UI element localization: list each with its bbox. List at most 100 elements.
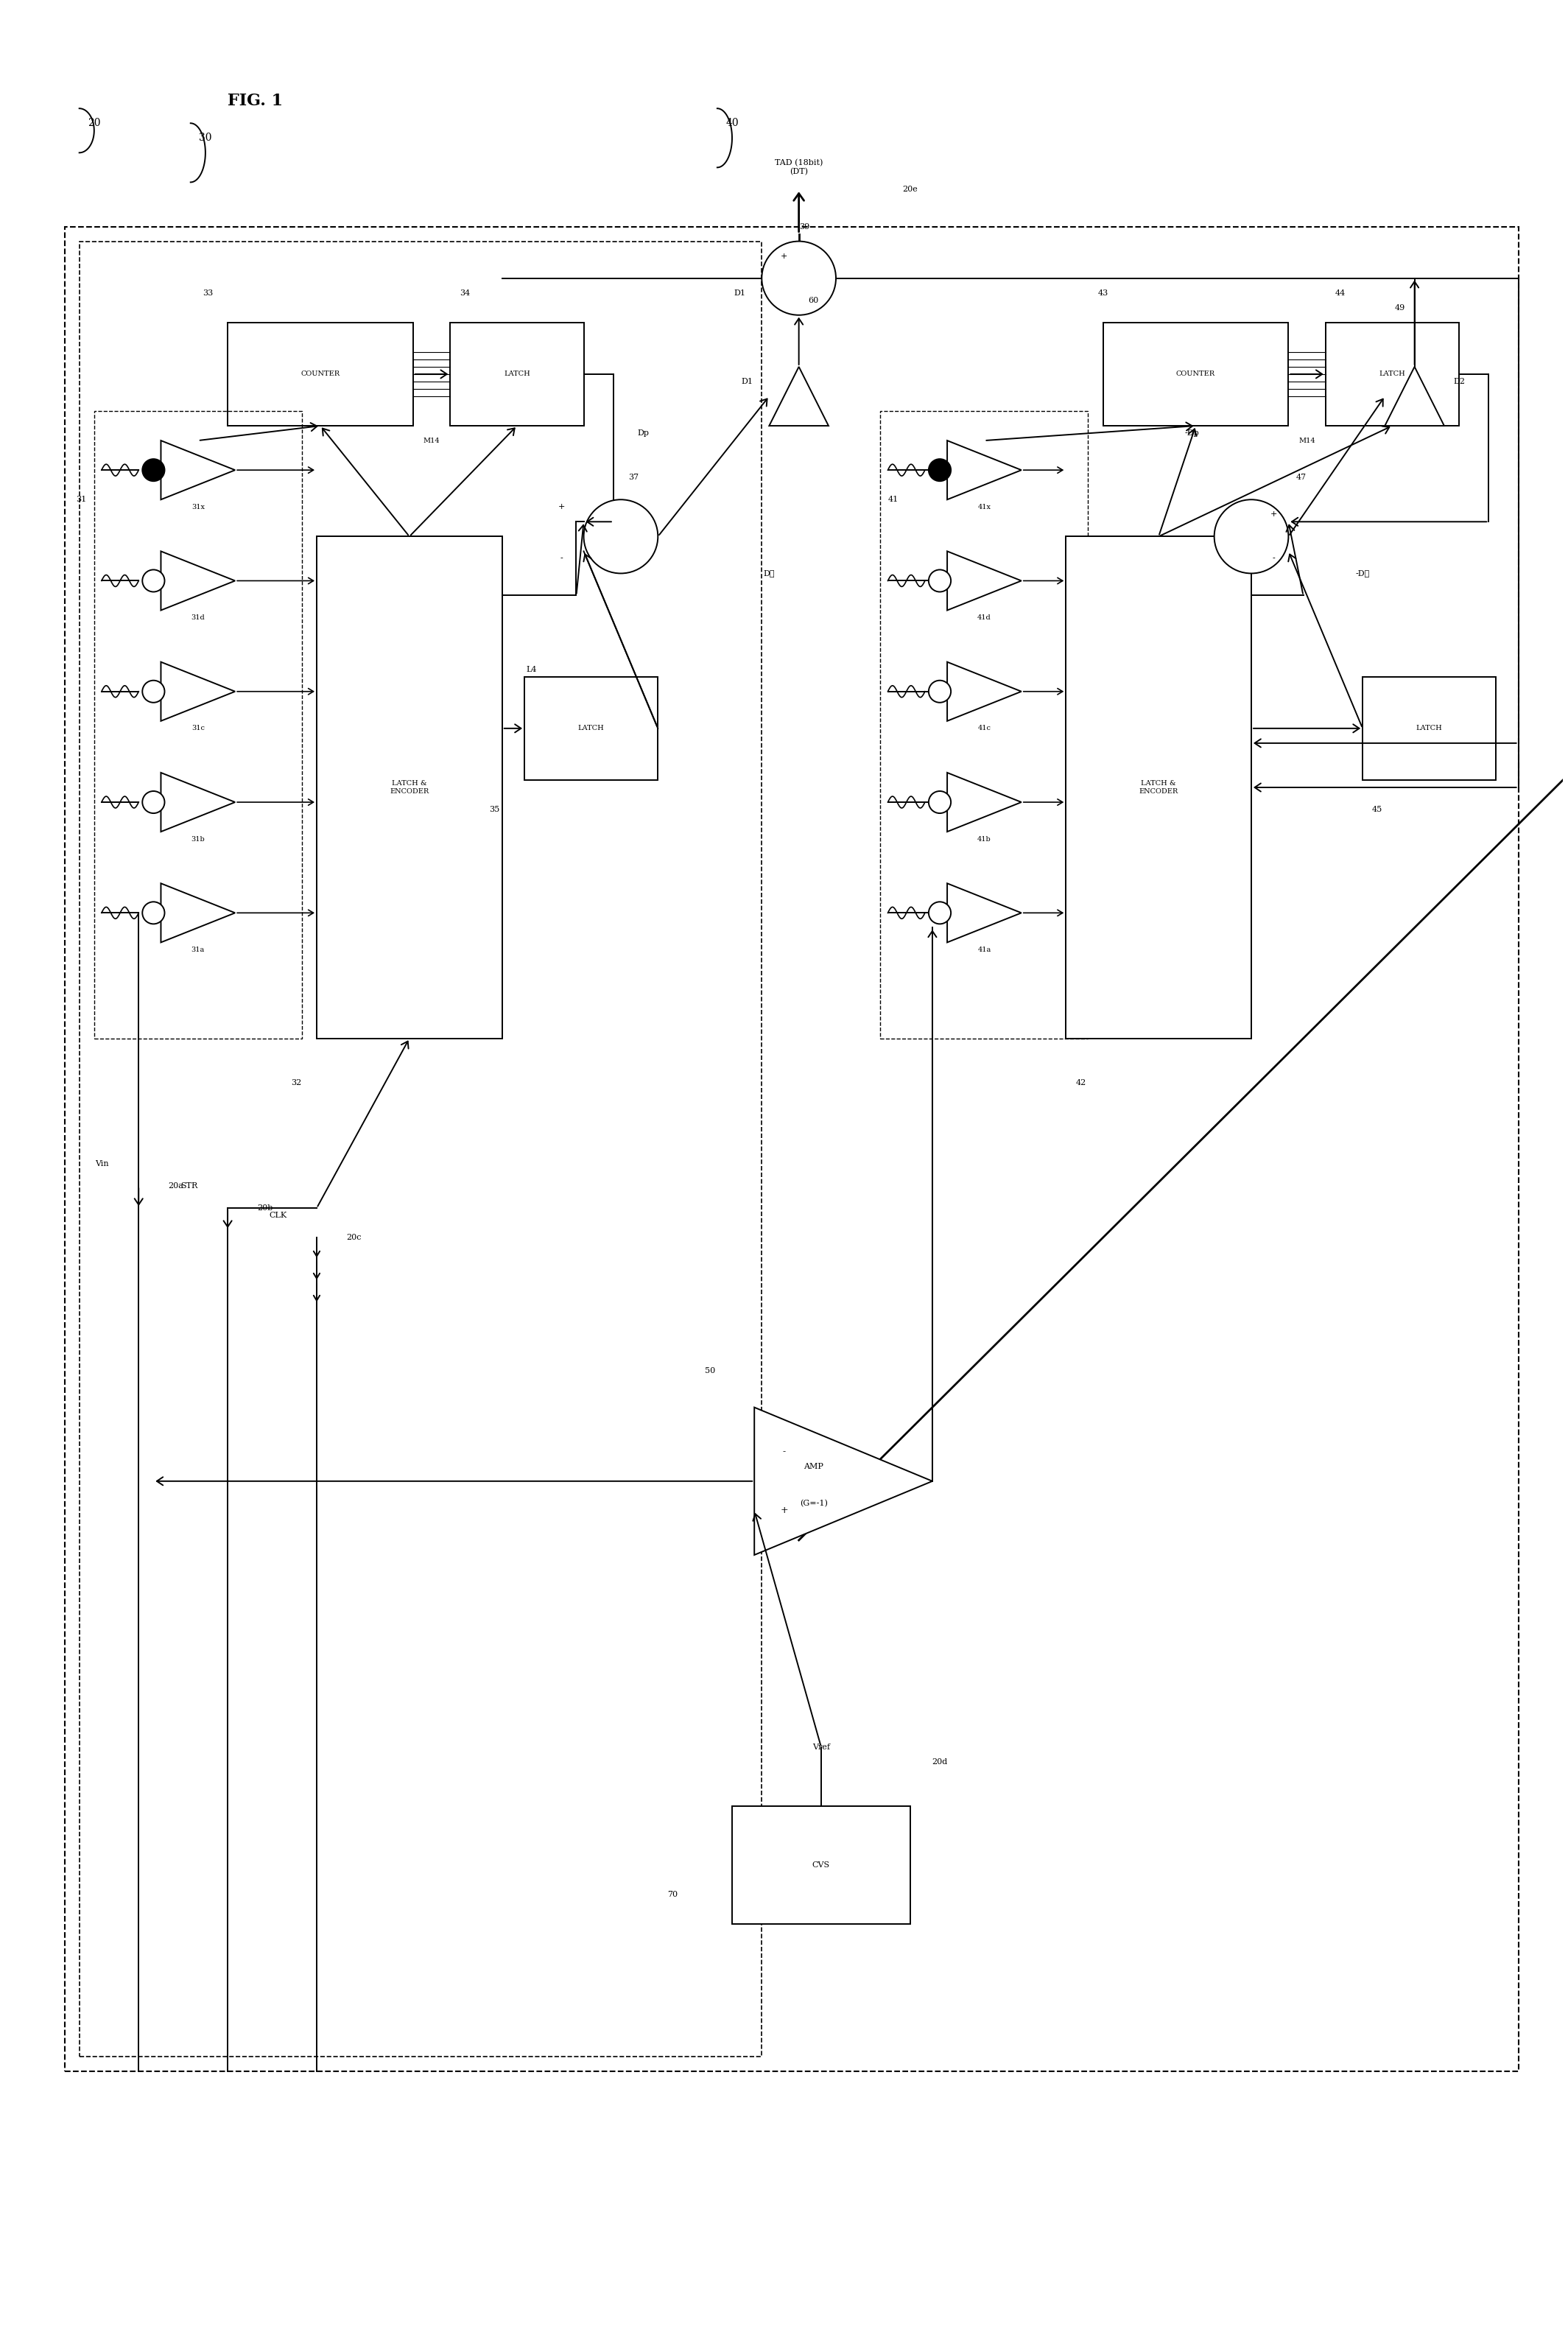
Text: 31c: 31c bbox=[191, 726, 204, 731]
Text: 50: 50 bbox=[704, 1366, 715, 1373]
Text: 20: 20 bbox=[88, 119, 100, 128]
Text: FIG. 1: FIG. 1 bbox=[227, 93, 282, 110]
Text: LATCH &
ENCODER: LATCH & ENCODER bbox=[1138, 780, 1178, 794]
Text: 41a: 41a bbox=[977, 946, 991, 953]
Text: LATCH &
ENCODER: LATCH & ENCODER bbox=[390, 780, 430, 794]
Polygon shape bbox=[162, 661, 235, 722]
Text: 49: 49 bbox=[1394, 304, 1405, 311]
Text: 20c: 20c bbox=[347, 1233, 362, 1242]
Text: 47: 47 bbox=[1295, 474, 1306, 481]
Text: CLK: CLK bbox=[270, 1212, 287, 1219]
Circle shape bbox=[143, 679, 165, 703]
Text: 41d: 41d bbox=[977, 614, 991, 621]
Bar bbox=[524, 677, 659, 780]
Text: 34: 34 bbox=[459, 290, 470, 297]
Text: 33: 33 bbox=[202, 290, 213, 297]
Bar bbox=[227, 322, 412, 425]
Circle shape bbox=[762, 241, 836, 315]
Text: 35: 35 bbox=[489, 806, 500, 813]
Text: AMP: AMP bbox=[804, 1462, 823, 1471]
Polygon shape bbox=[1385, 367, 1444, 425]
Bar bbox=[450, 322, 583, 425]
Text: 44: 44 bbox=[1334, 290, 1345, 297]
Circle shape bbox=[928, 570, 950, 591]
Text: LATCH: LATCH bbox=[503, 371, 530, 378]
Circle shape bbox=[928, 901, 950, 925]
Bar bbox=[1325, 322, 1460, 425]
Text: M14: M14 bbox=[1298, 437, 1316, 444]
Text: 31: 31 bbox=[77, 495, 86, 504]
Text: STR: STR bbox=[180, 1182, 198, 1189]
Text: 20b: 20b bbox=[257, 1205, 273, 1212]
Text: (G=-1): (G=-1) bbox=[800, 1499, 828, 1506]
Circle shape bbox=[1214, 500, 1289, 574]
Bar bbox=[1102, 322, 1289, 425]
Text: +: + bbox=[558, 504, 564, 511]
Bar bbox=[80, 241, 762, 2057]
Circle shape bbox=[143, 792, 165, 813]
Bar bbox=[881, 411, 1088, 1039]
Text: Vin: Vin bbox=[96, 1160, 108, 1168]
Text: 41: 41 bbox=[887, 495, 898, 504]
Text: +: + bbox=[1270, 511, 1276, 518]
Text: L4: L4 bbox=[527, 665, 538, 672]
Text: 42: 42 bbox=[1076, 1079, 1087, 1086]
Text: Dp: Dp bbox=[637, 430, 649, 437]
Circle shape bbox=[583, 500, 659, 574]
Polygon shape bbox=[162, 883, 235, 943]
Circle shape bbox=[928, 679, 950, 703]
Text: +: + bbox=[781, 1506, 787, 1515]
Circle shape bbox=[143, 460, 165, 481]
Text: 20d: 20d bbox=[931, 1758, 947, 1765]
Bar bbox=[64, 226, 1518, 2071]
Bar bbox=[317, 537, 502, 1039]
Polygon shape bbox=[162, 441, 235, 500]
Text: 31x: 31x bbox=[191, 504, 204, 511]
Text: COUNTER: COUNTER bbox=[1176, 371, 1215, 378]
Polygon shape bbox=[162, 551, 235, 609]
Bar bbox=[1066, 537, 1251, 1039]
Text: 70: 70 bbox=[668, 1891, 677, 1898]
Circle shape bbox=[143, 901, 165, 925]
Text: 30: 30 bbox=[199, 133, 212, 142]
Text: 20e: 20e bbox=[903, 187, 917, 194]
Polygon shape bbox=[162, 773, 235, 831]
Text: LATCH: LATCH bbox=[1416, 726, 1443, 731]
Text: 31b: 31b bbox=[191, 836, 205, 843]
Text: 40: 40 bbox=[726, 119, 739, 128]
Text: D1: D1 bbox=[734, 290, 745, 297]
Circle shape bbox=[928, 460, 950, 481]
Text: 41b: 41b bbox=[977, 836, 991, 843]
Text: D1: D1 bbox=[742, 378, 753, 385]
Bar bbox=[732, 1805, 909, 1924]
Text: 20a: 20a bbox=[168, 1182, 183, 1189]
Text: LATCH: LATCH bbox=[1380, 371, 1405, 378]
Text: 41x: 41x bbox=[978, 504, 991, 511]
Text: +: + bbox=[781, 252, 787, 259]
Text: COUNTER: COUNTER bbox=[301, 371, 340, 378]
Polygon shape bbox=[947, 773, 1021, 831]
Text: -: - bbox=[782, 1448, 786, 1457]
Text: CVS: CVS bbox=[812, 1861, 829, 1868]
Text: 60: 60 bbox=[809, 297, 818, 304]
Text: Vref: Vref bbox=[812, 1744, 829, 1751]
Text: -Dp: -Dp bbox=[1185, 430, 1200, 437]
Text: 32: 32 bbox=[292, 1079, 301, 1086]
Text: 41c: 41c bbox=[978, 726, 991, 731]
Bar bbox=[94, 411, 301, 1039]
Text: Dℓ: Dℓ bbox=[764, 570, 775, 577]
Text: 43: 43 bbox=[1098, 290, 1109, 297]
Polygon shape bbox=[947, 661, 1021, 722]
Polygon shape bbox=[947, 883, 1021, 943]
Text: 45: 45 bbox=[1372, 806, 1383, 813]
Circle shape bbox=[928, 792, 950, 813]
Polygon shape bbox=[947, 551, 1021, 609]
Text: M14: M14 bbox=[423, 437, 441, 444]
Polygon shape bbox=[754, 1408, 933, 1555]
Text: TAD (18bit)
(DT): TAD (18bit) (DT) bbox=[775, 159, 823, 175]
Text: -: - bbox=[1272, 556, 1275, 563]
Text: 37: 37 bbox=[629, 474, 638, 481]
Text: -Dℓ: -Dℓ bbox=[1355, 570, 1370, 577]
Polygon shape bbox=[770, 367, 828, 425]
Bar bbox=[1363, 677, 1496, 780]
